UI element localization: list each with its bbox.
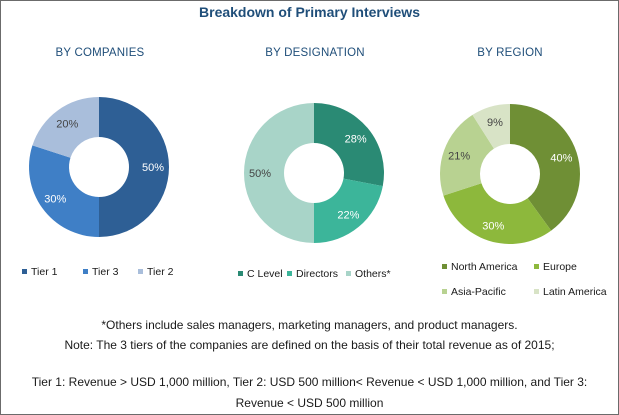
- slice-value-label: 20%: [56, 118, 78, 130]
- legend-item: C Level: [238, 268, 283, 280]
- legend-label: Asia-Pacific: [451, 286, 506, 298]
- chart-title: Breakdown of Primary Interviews: [199, 4, 420, 20]
- legend-label: North America: [451, 261, 518, 273]
- legend-swatch: [22, 268, 27, 274]
- slice-value-label: 30%: [44, 194, 66, 206]
- slice-value-label: 21%: [448, 151, 470, 163]
- slice-value-label: 50%: [249, 168, 271, 180]
- legend-label: Others*: [355, 268, 391, 280]
- donut-slice-north-america: [510, 104, 580, 231]
- legend-swatch: [83, 268, 88, 274]
- legend-item: Tier 3: [83, 266, 118, 278]
- donut-slice-directors: [314, 178, 383, 243]
- tier-definitions-line1: Tier 1: Revenue > USD 1,000 million, Tie…: [31, 375, 588, 389]
- slice-value-label: 9%: [487, 117, 503, 129]
- legend-label: Tier 1: [31, 266, 58, 278]
- donut-slice-tier-3: [28, 145, 99, 237]
- legend-swatch: [534, 288, 539, 294]
- legend-swatch: [442, 288, 447, 294]
- slice-value-label: 30%: [482, 220, 504, 232]
- tiers-footnote: Note: The 3 tiers of the companies are d…: [64, 338, 555, 352]
- donut-slice-tier-1: [99, 97, 169, 237]
- slice-value-label: 40%: [550, 152, 572, 164]
- slice-value-label: 50%: [142, 162, 164, 174]
- designation-subtitle: BY DESIGNATION: [265, 47, 365, 59]
- legend-item: Directors: [287, 268, 338, 280]
- legend-swatch: [238, 270, 243, 276]
- donut-slice-asia-pacific: [440, 114, 494, 196]
- legend-item: North America: [442, 261, 518, 273]
- slice-value-label: 22%: [337, 210, 359, 222]
- donut-slice-others-: [244, 103, 314, 243]
- donut-slice-latin-america: [472, 104, 510, 149]
- legend-item: Tier 1: [22, 266, 57, 278]
- legend-swatch: [287, 270, 292, 276]
- legend-label: Latin America: [543, 286, 607, 298]
- companies-subtitle: BY COMPANIES: [55, 47, 145, 59]
- legend-label: Tier 2: [147, 266, 174, 278]
- legend-item: Latin America: [534, 286, 607, 298]
- legend-label: Tier 3: [92, 266, 119, 278]
- tier-definitions-line2: Revenue < USD 500 million: [235, 396, 384, 410]
- legend-swatch: [346, 270, 351, 276]
- legend-swatch: [442, 263, 447, 269]
- others-footnote: *Others include sales managers, marketin…: [101, 318, 518, 332]
- legend-item: Tier 2: [138, 266, 173, 278]
- legend-item: Europe: [534, 261, 577, 273]
- legend-label: Directors: [296, 268, 339, 280]
- legend-item: Asia-Pacific: [442, 286, 506, 298]
- donut-slice-europe: [443, 183, 552, 244]
- legend-swatch: [138, 268, 143, 274]
- donut-slice-tier-2: [32, 97, 100, 158]
- legend-swatch: [534, 263, 539, 269]
- legend-label: C Level: [247, 268, 283, 280]
- region-subtitle: BY REGION: [477, 47, 543, 59]
- slice-value-label: 28%: [345, 134, 367, 146]
- donut-slice-c-level: [314, 103, 384, 187]
- legend-item: Others*: [346, 268, 391, 280]
- legend-label: Europe: [543, 261, 577, 273]
